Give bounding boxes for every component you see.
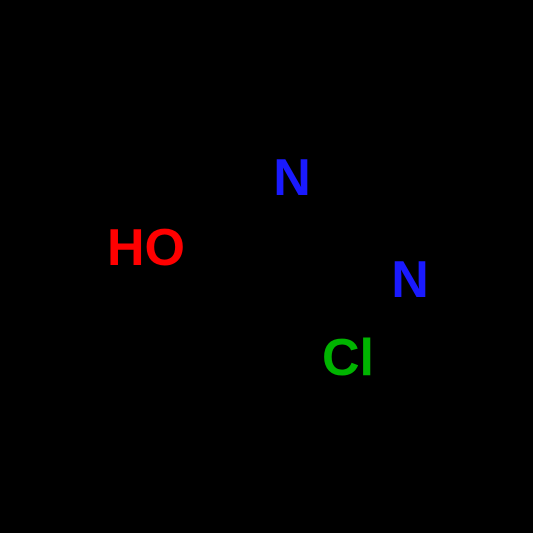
atom-cl: Cl xyxy=(322,329,374,387)
molecule-diagram: N N HO Cl xyxy=(0,0,533,533)
atom-n-right: N xyxy=(391,251,429,309)
atom-ho: HO xyxy=(107,219,185,277)
atom-n-top: N xyxy=(273,149,311,207)
